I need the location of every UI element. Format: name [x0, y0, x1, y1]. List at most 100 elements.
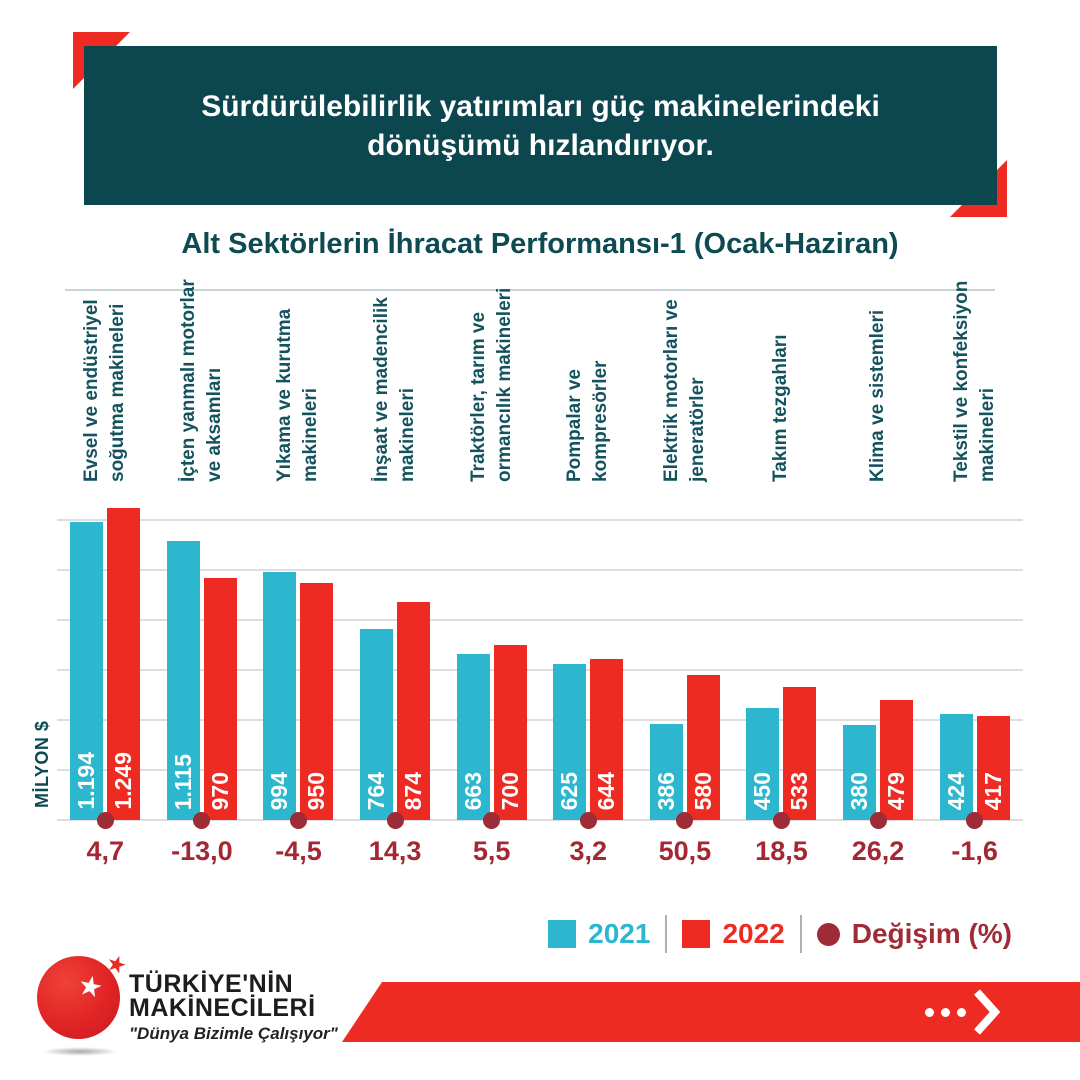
legend-swatch-2021 [548, 920, 577, 948]
change-dot [966, 811, 984, 829]
bar-group: 663 700 [443, 645, 540, 820]
change-dot-cell [57, 811, 154, 829]
bar-2022: 970 [203, 577, 237, 820]
legend-label-change: Değişim (%) [851, 918, 1012, 949]
bar-group: 625 644 [540, 659, 637, 820]
header-title-line2: dönüşümü hızlandırıyor. [367, 128, 714, 162]
legend-item-2022: 2022 [682, 918, 785, 950]
bar-group: 424 417 [926, 714, 1023, 820]
bar-2022: 533 [783, 686, 817, 820]
change-label: 4,7 [86, 836, 125, 866]
dot-icon [941, 1007, 950, 1017]
change-label: 26,2 [851, 836, 905, 866]
bar-value-label: 970 [206, 771, 233, 810]
bar-2021: 1.194 [70, 521, 104, 820]
category-cell: Traktörler, tarım ve ormancılık makineler… [443, 288, 540, 482]
bars-row: 1.194 1.249 1.115 970 994 950 764 874 663 700 625 6… [57, 490, 1023, 820]
header-title-line1: Sürdürülebilirlik yatırımları güç makine… [201, 89, 880, 123]
change-label: 50,5 [658, 836, 712, 866]
bar-group: 1.115 970 [154, 541, 251, 820]
legend-swatch-2022 [682, 920, 711, 948]
legend-label-2021: 2021 [588, 918, 651, 949]
change-dot [483, 811, 501, 829]
bar-2021: 450 [746, 707, 780, 820]
change-cell: 5,5 [443, 836, 540, 870]
bar-value-label: 1.115 [169, 753, 196, 810]
bar-value-label: 580 [689, 771, 716, 810]
brand-tagline: "Dünya Bizimle Çalışıyor" [129, 1024, 338, 1043]
change-label: 18,5 [755, 836, 808, 866]
bar-value-label: 479 [883, 771, 910, 810]
brand-name-line2: MAKİNECİLERİ [129, 994, 316, 1022]
change-cell: 4,7 [57, 836, 154, 870]
change-dot [386, 811, 404, 829]
gridline [57, 619, 1023, 621]
bar-value-label: 386 [652, 771, 679, 810]
change-dot [676, 811, 694, 829]
bar-2022: 479 [880, 700, 914, 820]
category-cell: Evsel ve endüstriyel soğutma makineleri [57, 290, 154, 482]
bar-value-label: 874 [400, 771, 427, 810]
category-label: Takım tezgahları [770, 334, 792, 482]
brand-wordmark: TÜRKİYE'NİN MAKİNECİLERİ "Dünya Bizimle … [129, 972, 338, 1044]
gridline [57, 719, 1023, 721]
category-cell: Pompalar ve kompresörler [540, 290, 637, 482]
logo-shadow [42, 1047, 118, 1056]
category-label: Klima ve sistemleri [867, 309, 889, 482]
bar-2021: 625 [553, 663, 587, 820]
category-labels-row: Evsel ve endüstriyel soğutma makineleri İç… [57, 279, 1023, 482]
bar-value-label: 450 [749, 771, 776, 810]
legend: 2021 2022 Değişim (%) [548, 915, 1012, 953]
bar-2022: 700 [493, 645, 527, 820]
category-label: İnşaat ve madencilik makineleri [371, 297, 419, 482]
legend-label-2022: 2022 [722, 918, 785, 949]
bar-2022: 644 [590, 659, 624, 820]
bar-value-label: 663 [459, 771, 486, 810]
bar-value-label: 700 [496, 771, 523, 810]
y-axis-label: MİLYON $ [32, 720, 52, 808]
category-cell: Yıkama ve kurutma makineleri [250, 290, 347, 482]
gridline [57, 819, 1023, 821]
change-cell: -4,5 [250, 836, 347, 870]
bar-2021: 1.115 [166, 541, 200, 820]
category-cell: Elektrik motorları ve jeneratörler [637, 290, 734, 482]
category-label: Pompalar ve kompresörler [564, 360, 612, 482]
bar-2022: 874 [397, 601, 431, 820]
chevron-right-icon [974, 989, 1000, 1035]
bar-value-label: 424 [942, 771, 969, 810]
bar-2022: 580 [686, 675, 720, 820]
gridline [57, 519, 1023, 521]
bar-2022: 417 [976, 715, 1010, 820]
header-banner: Sürdürülebilirlik yatırımları güç makine… [84, 46, 997, 205]
bar-value-label: 533 [786, 771, 813, 810]
brand-name-line1: TÜRKİYE'NİN [129, 970, 294, 998]
change-dot [772, 811, 790, 829]
change-cell: 14,3 [347, 836, 444, 870]
change-label: 3,2 [569, 836, 608, 866]
change-cell: 3,2 [540, 836, 637, 870]
change-dot-cell [347, 811, 444, 829]
change-cell: 26,2 [830, 836, 927, 870]
chart-title: Alt Sektörlerin İhracat Performansı-1 (O… [181, 228, 899, 260]
bar-value-label: 417 [979, 771, 1006, 810]
category-cell: Tekstil ve konfeksiyon makineleri [926, 281, 1023, 482]
bar-value-label: 625 [556, 771, 583, 810]
bar-group: 386 580 [637, 675, 734, 820]
gridlines-layer [57, 0, 1023, 1080]
legend-dot-change [816, 922, 840, 946]
legend-item-2021: 2021 [548, 918, 650, 950]
change-dot-cell [733, 811, 830, 829]
bar-2021: 386 [649, 723, 683, 820]
change-dots-row [57, 811, 1023, 829]
bar-value-label: 644 [593, 771, 620, 810]
change-dot-cell [250, 811, 347, 829]
more-arrow [925, 982, 1000, 1042]
change-dot-cell [540, 811, 637, 829]
footer-ribbon [342, 982, 1080, 1042]
change-cell: 50,5 [637, 836, 734, 870]
gridline [57, 569, 1023, 571]
bar-2021: 764 [360, 629, 394, 820]
change-cell: 18,5 [733, 836, 830, 870]
category-cell: Klima ve sistemleri [830, 290, 927, 482]
